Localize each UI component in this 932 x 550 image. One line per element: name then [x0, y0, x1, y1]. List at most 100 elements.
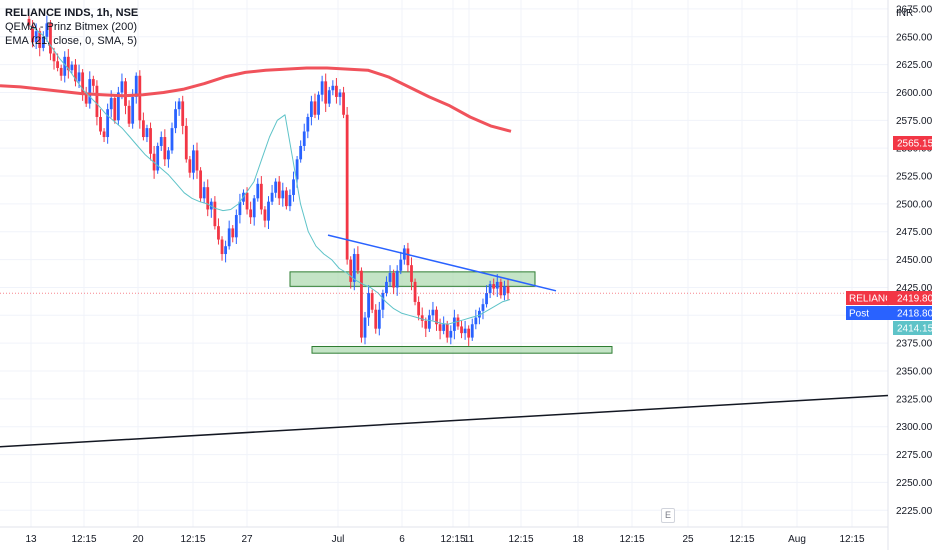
candle-body: [184, 125, 188, 160]
x-tick-label: 18: [572, 534, 584, 545]
candle-body: [259, 183, 263, 210]
candle-body: [456, 317, 460, 327]
candle-body: [438, 324, 442, 331]
chart-legend[interactable]: RELIANCE INDS, 1h, NSE QEMA - Prinz Bitm…: [5, 6, 138, 48]
candle-body: [460, 326, 463, 334]
candle-body: [227, 228, 231, 247]
candle-body: [74, 64, 77, 82]
x-tick-label: 13: [25, 534, 37, 545]
candle-body: [88, 79, 92, 104]
ema-legend[interactable]: EMA (21, close, 0, SMA, 5): [5, 35, 138, 47]
candle-body: [66, 56, 70, 71]
candle-body: [202, 187, 206, 199]
candle-body: [445, 324, 449, 338]
x-tick-label: 12:15: [180, 534, 205, 545]
candle-body: [299, 145, 303, 160]
candle-body: [84, 92, 88, 104]
candle-body: [145, 128, 149, 138]
candle-body: [349, 259, 353, 282]
candle-body: [320, 81, 324, 95]
candle-body: [45, 23, 49, 37]
candle-body: [392, 272, 396, 288]
tag-label-box: [846, 291, 887, 305]
long-rising-trendline: [0, 394, 889, 448]
candle-body: [113, 98, 117, 121]
x-tick-label: 12:15: [508, 534, 533, 545]
x-tick-label: 25: [682, 534, 694, 545]
y-tick-label: 2575.00: [896, 116, 932, 127]
candle-body: [49, 23, 52, 54]
candle-body: [284, 190, 288, 207]
candle-body: [159, 137, 163, 146]
candle-body: [367, 293, 370, 318]
candle-body: [138, 75, 142, 121]
candle-body: [381, 293, 385, 310]
candle-body: [56, 61, 59, 68]
candle-body: [188, 159, 192, 173]
candle-body: [77, 72, 81, 82]
candle-body: [338, 92, 342, 97]
x-tick-label: 12:15: [619, 534, 644, 545]
candle-body: [270, 192, 274, 202]
candle-body: [163, 137, 167, 160]
candle-body: [481, 304, 485, 311]
candle-body: [342, 92, 345, 115]
candle-body: [263, 209, 267, 221]
candle-body: [217, 226, 220, 240]
tag-value: 2418.80: [897, 309, 932, 320]
y-tick-label: 2450.00: [896, 255, 932, 266]
candle-body: [95, 85, 99, 117]
ema-21-line: [28, 25, 511, 325]
candle-body: [131, 96, 135, 124]
y-tick-label: 2375.00: [896, 339, 932, 350]
x-tick-label: Aug: [788, 534, 806, 545]
candle-body: [470, 324, 474, 338]
candle-body: [306, 116, 310, 132]
candle-body: [177, 101, 181, 110]
indicator-lines: [0, 25, 888, 325]
candle-body: [252, 198, 256, 218]
x-tick-label: 20: [132, 534, 144, 545]
candle-body: [399, 259, 403, 271]
x-tick-label: 12:15: [839, 534, 864, 545]
candle-body: [449, 330, 453, 338]
candle-body: [335, 85, 338, 97]
tag-value: 2565.15: [897, 139, 932, 150]
candle-body: [420, 315, 424, 321]
symbol-title[interactable]: RELIANCE INDS, 1h, NSE: [5, 7, 139, 19]
candle-body: [213, 201, 217, 227]
candle-body: [492, 284, 496, 289]
candle-body: [91, 79, 95, 86]
y-tick-label: 2650.00: [896, 32, 932, 43]
tag-value-box: [870, 306, 932, 320]
qema-legend[interactable]: QEMA - Prinz Bitmex (200): [5, 21, 138, 33]
candle-body: [199, 170, 202, 199]
candle-body: [295, 159, 299, 180]
y-tick-label: 2275.00: [896, 450, 932, 461]
candle-body: [277, 181, 281, 199]
candle-body: [324, 81, 328, 104]
candle-body: [467, 328, 471, 338]
qema-200-line: [0, 66, 512, 133]
candle-body: [385, 281, 388, 294]
y-tick-label: 2300.00: [896, 422, 932, 433]
y-axis[interactable]: 2225.00 2250.00 2275.00 2300.00 2325.00 2350.…: [896, 4, 932, 516]
tag-value-box: [893, 136, 932, 150]
candle-body: [267, 201, 270, 221]
x-tick-label: 12:15: [729, 534, 754, 545]
candle-body: [485, 293, 488, 305]
events-button[interactable]: E: [661, 508, 675, 523]
y-tick-label: 2500.00: [896, 199, 932, 210]
candle-body: [174, 109, 177, 129]
candle-body: [195, 150, 199, 171]
y-tick-label: 2625.00: [896, 60, 932, 71]
candle-body: [59, 67, 63, 76]
candle-body: [503, 286, 506, 296]
candle-body: [38, 31, 42, 48]
candle-body: [220, 239, 224, 255]
candle-body: [413, 281, 417, 302]
candle-body: [234, 215, 238, 238]
candle-body: [274, 181, 278, 193]
